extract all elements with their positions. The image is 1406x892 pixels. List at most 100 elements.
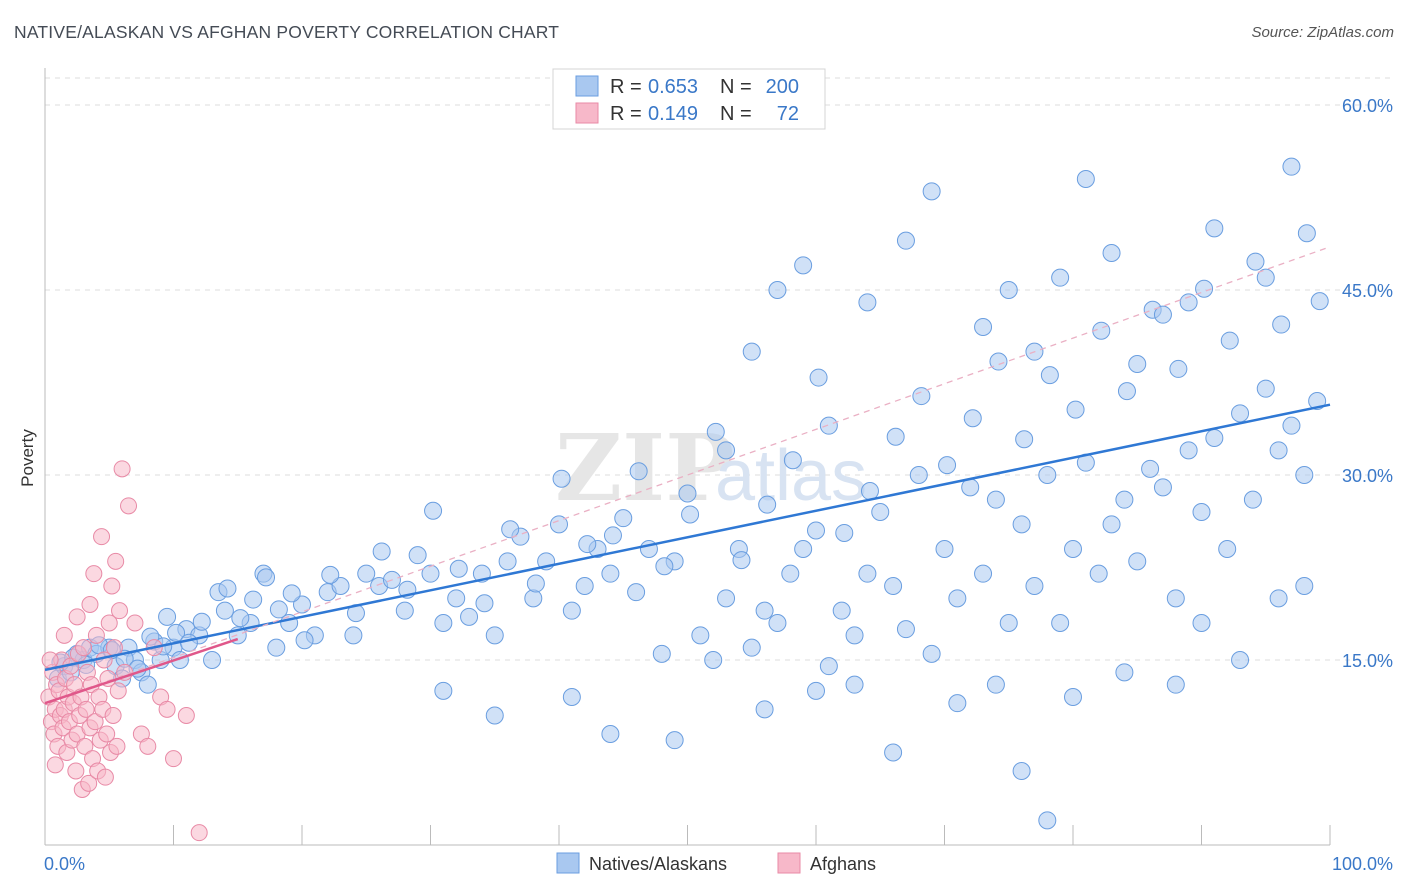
point-natives [1115,490,1134,509]
point-natives [578,535,597,554]
legend-n-value-blue: 200 [766,76,799,98]
point-natives [1076,170,1095,188]
point-natives [1102,515,1121,534]
y-axis-title: Poverty [18,429,37,487]
legend-series: Natives/Alaskans Afghans [556,852,876,874]
point-natives [742,638,761,657]
point-afghans [113,460,131,478]
legend-r-value-pink: 0.149 [648,103,698,125]
point-natives [562,688,581,706]
point-natives [408,546,427,565]
point-natives [257,568,276,587]
point-natives [884,743,903,762]
point-natives [884,577,903,595]
point-natives [449,559,468,578]
point-afghans [41,651,59,669]
point-afghans [108,737,126,755]
point-natives [1269,589,1288,608]
source-credit: Source: ZipAtlas.com [1251,24,1394,41]
legend-n-value-pink: 72 [777,103,799,125]
point-natives [858,293,877,312]
point-natives [215,601,234,620]
grid-lines [45,77,1395,661]
point-afghans [158,700,176,718]
point-natives [755,700,774,719]
point-natives [896,620,915,639]
axes [44,68,1331,846]
point-natives [1297,224,1316,243]
point-natives [192,612,211,631]
point-natives [974,318,993,336]
point-natives [1179,293,1198,312]
point-afghans [165,750,182,768]
point-afghans [85,565,103,583]
x-tick-label-min: 0.0% [44,854,85,874]
point-natives [742,342,761,361]
point-natives [138,675,157,694]
legend-series-swatch-afghans [777,852,801,874]
point-natives [1117,382,1136,401]
point-natives [989,352,1008,371]
point-natives [922,644,941,663]
y-tick-label: 30.0% [1342,466,1393,486]
point-natives [886,427,905,446]
legend-stats: R = 0.653 N = 200 R = 0.149 N = 72 [552,68,826,130]
point-natives [167,623,186,642]
point-natives [755,601,774,620]
point-afghans [98,725,116,743]
point-natives [1205,429,1224,447]
point-natives [1256,379,1275,398]
point-natives [552,469,571,488]
point-natives [896,231,915,250]
point-natives [717,441,736,460]
point-natives [1064,688,1082,706]
trend-line-natives [44,403,1331,672]
point-natives [655,557,674,576]
legend-n-label: N = [720,76,752,98]
watermark-atlas: atlas [715,436,867,516]
point-natives [629,462,648,481]
point-natives [1040,366,1059,385]
point-natives [267,638,286,657]
point-natives [1141,459,1160,478]
point-natives [485,626,504,645]
point-natives [485,706,504,725]
point-natives [909,466,928,484]
point-natives [372,542,391,561]
point-natives [922,182,941,201]
legend-swatch-pink [575,102,599,124]
point-natives [819,416,838,435]
point-natives [1064,540,1082,558]
point-natives [999,614,1018,632]
legend-swatch-blue [575,75,599,97]
point-natives [974,564,993,583]
point-natives [845,626,864,645]
point-afghans [139,737,157,755]
point-natives [434,681,453,700]
point-natives [601,725,620,743]
point-natives [681,505,700,524]
chart-title: NATIVE/ALASKAN VS AFGHAN POVERTY CORRELA… [14,22,560,42]
point-afghans [67,762,85,780]
legend-r-label-2: R = [610,103,642,125]
point-natives [1015,430,1034,449]
point-natives [665,731,684,750]
point-afghans [120,497,138,515]
point-afghans [93,528,111,546]
point-natives [269,600,288,619]
point-natives [498,552,517,571]
point-natives [871,503,890,521]
legend-series-label-natives: Natives/Alaskans [589,854,727,874]
point-natives [935,540,954,558]
point-natives [1051,268,1070,287]
point-natives [717,589,736,608]
y-tick-label: 15.0% [1342,651,1393,671]
point-natives [203,651,222,669]
point-natives [819,657,838,676]
point-natives [999,281,1018,299]
point-natives [794,256,813,275]
y-tick-label: 60.0% [1342,96,1393,116]
point-natives [603,526,622,545]
legend-series-label-afghans: Afghans [810,854,876,874]
